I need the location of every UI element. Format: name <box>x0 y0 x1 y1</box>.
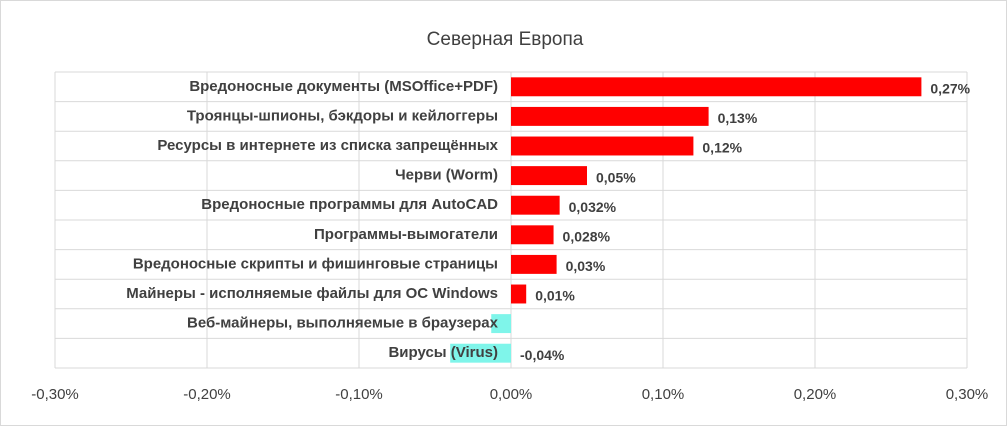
value-label: 0,05% <box>596 169 636 185</box>
bar <box>491 314 511 334</box>
value-label: -0,04% <box>520 347 565 363</box>
bar <box>511 225 554 245</box>
bar <box>511 195 560 215</box>
x-tick-label: -0,10% <box>335 386 383 403</box>
bar <box>511 106 709 126</box>
category-label: Вирусы (Virus) <box>388 344 498 361</box>
category-label: Черви (Worm) <box>395 167 498 184</box>
bar <box>511 136 694 156</box>
x-tick-label: 0,20% <box>794 386 837 403</box>
value-label: 0,032% <box>569 199 617 215</box>
category-label: Майнеры - исполняемые файлы для ОС Windo… <box>126 285 498 302</box>
x-tick-label: -0,20% <box>183 386 231 403</box>
value-label: 0,03% <box>566 258 606 274</box>
x-tick-label: 0,30% <box>946 386 989 403</box>
category-label: Веб-майнеры, выполняемые в браузерах <box>187 315 499 332</box>
bar <box>511 254 557 274</box>
category-label: Вредоносные программы для AutoCAD <box>201 196 498 213</box>
value-label: 0,028% <box>563 229 611 245</box>
x-tick-label: -0,30% <box>31 386 79 403</box>
value-label: 0,13% <box>718 110 758 126</box>
value-label: 0,27% <box>930 81 970 97</box>
category-label: Вредоносные скрипты и фишинговые страниц… <box>133 255 498 272</box>
category-label: Ресурсы в интернете из списка запрещённы… <box>157 137 498 154</box>
bar <box>511 166 587 186</box>
category-label: Троянцы-шпионы, бэкдоры и кейлоггеры <box>187 107 498 124</box>
category-label: Вредоносные документы (MSOffice+PDF) <box>189 78 498 95</box>
bar <box>511 284 527 304</box>
chart-title: Северная Европа <box>427 29 584 50</box>
category-label: Программы-вымогатели <box>314 226 498 243</box>
value-label: 0,01% <box>535 288 575 304</box>
x-tick-label: 0,00% <box>490 386 533 403</box>
x-tick-label: 0,10% <box>642 386 685 403</box>
bar <box>450 343 511 363</box>
bar <box>511 77 922 97</box>
value-label: 0,12% <box>702 140 742 156</box>
